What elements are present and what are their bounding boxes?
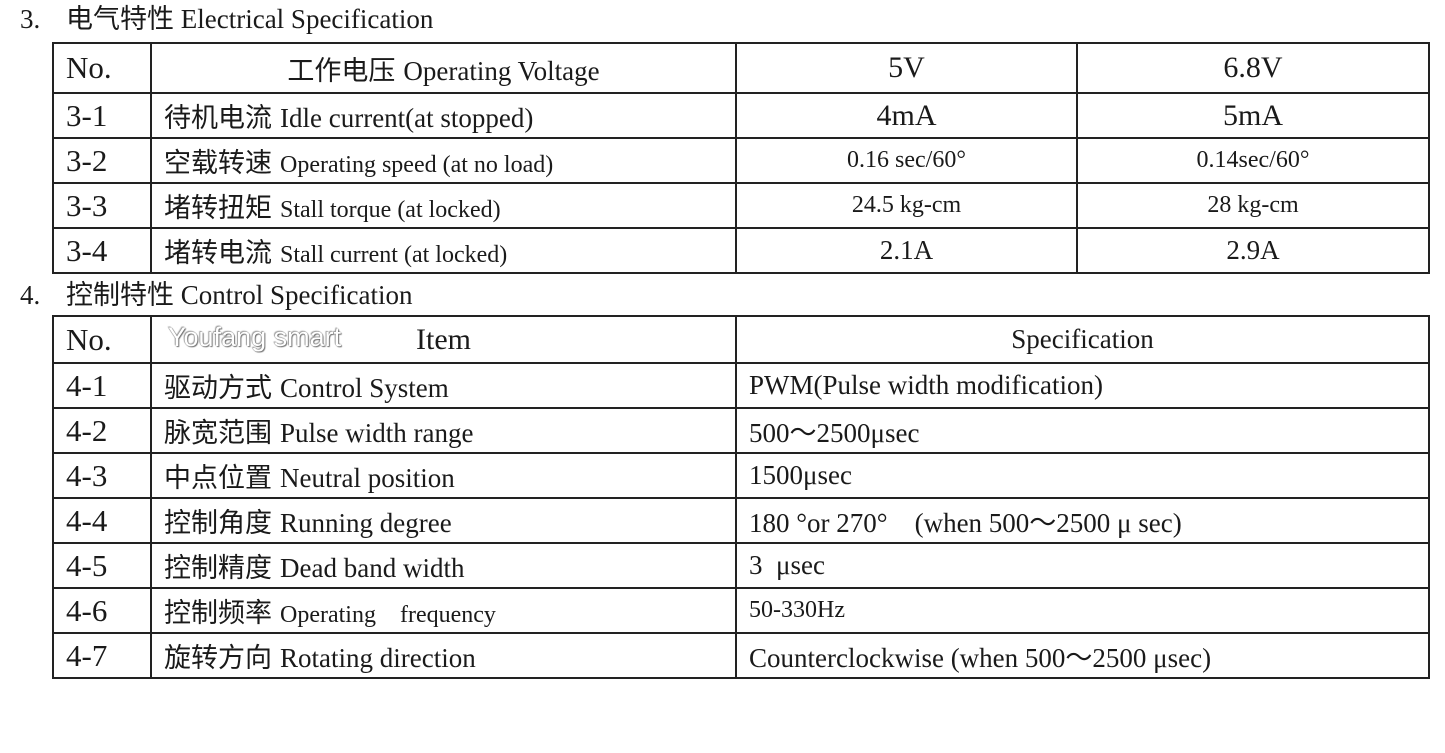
table-row: 3-4 堵转电流 Stall current (at locked) 2.1A 2… bbox=[52, 227, 1430, 274]
control-spec-table: No. Item Specification 4-1 驱动方式 Control Sy… bbox=[52, 315, 1430, 679]
section-3-heading: 3. 电气特性 Electrical Specification bbox=[20, 4, 434, 34]
table-row: 4-1 驱动方式 Control System PWM(Pulse width mod… bbox=[52, 362, 1430, 409]
table-row: 4-4 控制角度 Running degree 180 °or 270° (when … bbox=[52, 497, 1430, 544]
table-row: 4-2 脉宽范围 Pulse width range 500～2500μsec bbox=[52, 407, 1430, 454]
header-6-8v: 6.8V bbox=[1076, 42, 1430, 94]
table-header-row: No. Item Specification bbox=[52, 315, 1430, 364]
header-5v: 5V bbox=[735, 42, 1078, 94]
header-no: No. bbox=[52, 42, 152, 94]
section-4-heading: 4. 控制特性 Control Specification bbox=[20, 280, 413, 310]
header-item: 工作电压 Operating Voltage bbox=[150, 42, 737, 94]
electrical-spec-table: No. 工作电压 Operating Voltage 5V 6.8V 3-1 待机… bbox=[52, 42, 1430, 274]
table-row: 4-5 控制精度 Dead band width 3 μsec bbox=[52, 542, 1430, 589]
table-row: 4-6 控制频率 Operating frequency 50-330Hz bbox=[52, 587, 1430, 634]
table-row: 4-3 中点位置 Neutral position 1500μsec bbox=[52, 452, 1430, 499]
table-row: 3-2 空载转速 Operating speed (at no load) 0.1… bbox=[52, 137, 1430, 184]
table-row: 3-1 待机电流 Idle current(at stopped) 4mA 5mA bbox=[52, 92, 1430, 139]
table-header-row: No. 工作电压 Operating Voltage 5V 6.8V bbox=[52, 42, 1430, 94]
table-row: 3-3 堵转扭矩 Stall torque (at locked) 24.5 kg… bbox=[52, 182, 1430, 229]
table-row: 4-7 旋转方向 Rotating direction Counterclockwis… bbox=[52, 632, 1430, 679]
